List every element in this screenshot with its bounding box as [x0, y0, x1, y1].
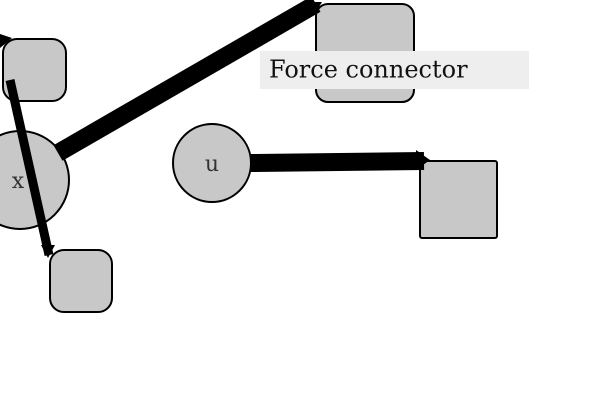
connector-line	[53, 0, 321, 161]
arrowhead-icon	[0, 34, 12, 48]
node-u[interactable]: u	[172, 123, 252, 203]
arrowhead-icon	[306, 2, 322, 12]
node-box-bottom-left[interactable]	[49, 249, 113, 313]
connector-top-left-to-bottom-left[interactable]	[5, 79, 55, 258]
connector-line	[249, 152, 425, 172]
caption-background	[260, 51, 529, 89]
connector-line	[5, 79, 54, 256]
node-x-label: x	[12, 169, 25, 194]
force-connector-x-to-top-box[interactable]	[53, 0, 322, 161]
caption-label: Force connector	[260, 51, 529, 89]
node-box-top-left[interactable]	[2, 38, 67, 102]
arrowhead-icon	[416, 150, 430, 170]
node-u-label: u	[205, 152, 219, 177]
node-box-right[interactable]	[419, 160, 498, 239]
force-connector-u-to-right-box[interactable]	[249, 150, 430, 172]
arrowhead-icon	[41, 245, 55, 258]
caption-text: Force connector	[269, 56, 468, 84]
